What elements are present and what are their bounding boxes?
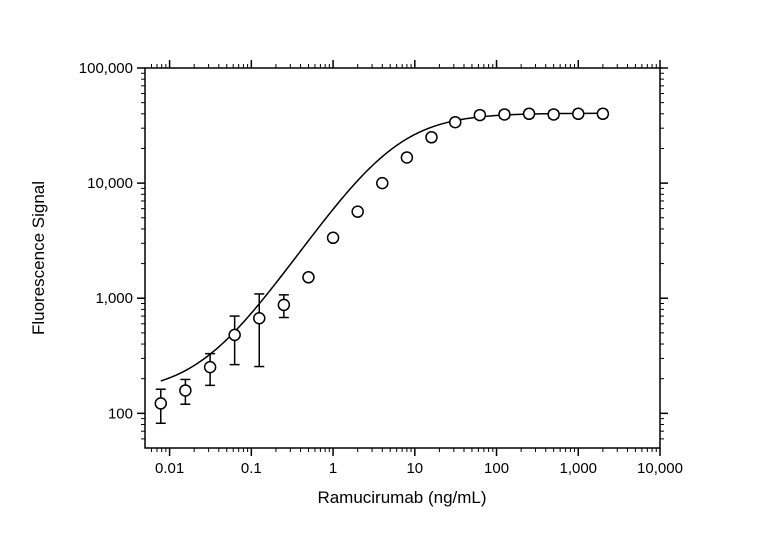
point-marker xyxy=(522,107,536,121)
point-marker xyxy=(473,108,487,122)
point-marker xyxy=(351,205,364,218)
point-marker xyxy=(179,384,192,397)
point-marker xyxy=(326,231,340,245)
data-point xyxy=(179,378,192,405)
x-tick-label: 0.01 xyxy=(155,460,184,477)
point-marker xyxy=(253,312,266,325)
data-point xyxy=(203,352,217,387)
data-point xyxy=(253,293,266,368)
point-marker xyxy=(376,176,389,190)
point-marker xyxy=(302,271,315,284)
point-marker xyxy=(572,107,585,121)
data-point xyxy=(547,108,560,121)
data-point xyxy=(448,115,462,129)
x-tick-label: 100 xyxy=(484,460,509,477)
point-marker xyxy=(596,107,610,121)
point-marker xyxy=(448,115,462,129)
x-tick-label: 10,000 xyxy=(637,460,683,477)
point-marker xyxy=(277,298,291,312)
x-tick-label: 1,000 xyxy=(559,460,597,477)
data-point xyxy=(351,205,364,218)
data-point xyxy=(473,108,487,122)
data-point xyxy=(326,231,340,245)
data-point xyxy=(228,315,241,366)
data-point xyxy=(522,107,536,121)
point-marker xyxy=(425,131,438,144)
data-point xyxy=(302,271,315,284)
point-marker xyxy=(547,108,560,121)
data-point xyxy=(154,388,168,425)
data-point xyxy=(572,107,585,121)
data-points xyxy=(154,107,610,425)
data-point xyxy=(498,108,511,121)
y-axis-label: Fluorescence Signal xyxy=(29,181,48,335)
x-ticks: 0.01 0.1 1 10 100 1,000 10,000 xyxy=(150,60,683,477)
data-point xyxy=(400,151,414,164)
plot-frame xyxy=(144,67,661,449)
y-tick-label: 100,000 xyxy=(79,60,133,77)
data-point xyxy=(596,107,610,121)
x-tick-label: 0.1 xyxy=(241,460,262,477)
x-tick-label: 1 xyxy=(329,460,337,477)
data-point xyxy=(425,131,438,144)
point-marker xyxy=(203,360,217,374)
x-axis-label: Ramucirumab (ng/mL) xyxy=(317,488,486,507)
point-marker xyxy=(498,108,511,121)
point-marker xyxy=(154,397,168,410)
y-tick-label: 100 xyxy=(108,405,133,422)
data-point xyxy=(376,176,389,190)
x-tick-label: 10 xyxy=(406,460,423,477)
fit-curve xyxy=(160,112,603,382)
y-tick-label: 1,000 xyxy=(95,290,133,307)
point-marker xyxy=(228,328,241,342)
y-ticks: 100 1,000 10,000 100,000 xyxy=(79,60,668,440)
point-marker xyxy=(400,151,414,164)
y-tick-label: 10,000 xyxy=(87,175,133,192)
data-point xyxy=(277,294,291,319)
